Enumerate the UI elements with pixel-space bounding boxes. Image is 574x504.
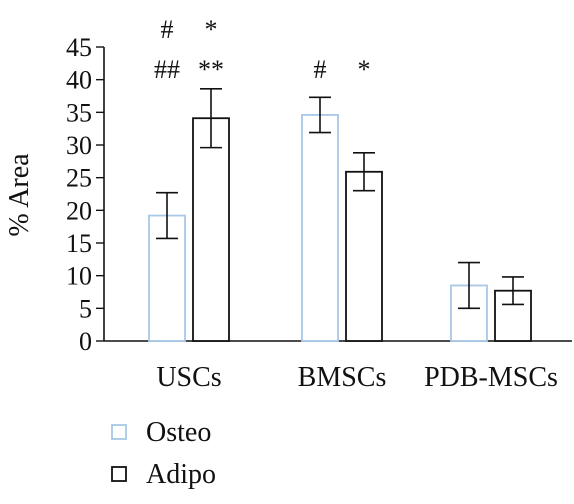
- y-tick-label: 5: [79, 294, 92, 323]
- y-tick-label: 30: [66, 131, 92, 160]
- bar-adipo-uscs: [192, 117, 230, 342]
- category-labels: USCs BMSCs PDB-MSCs: [156, 362, 558, 393]
- bars: [148, 114, 532, 342]
- legend-swatch-adipo: [111, 466, 127, 482]
- category-label: USCs: [156, 362, 221, 393]
- significance-mark: ##: [154, 55, 180, 84]
- bar-osteo-bmscs: [301, 114, 339, 342]
- y-tick-label: 45: [66, 33, 92, 62]
- y-tick-label: 40: [66, 66, 92, 95]
- y-axis-label: % Area: [4, 153, 35, 237]
- bar-adipo-bmscs: [345, 170, 383, 342]
- legend-label-adipo: Adipo: [146, 459, 216, 490]
- error-bars: [156, 88, 524, 310]
- y-tick-label: 20: [66, 196, 92, 225]
- significance-mark: *: [205, 15, 218, 44]
- y-tick-label: 25: [66, 164, 92, 193]
- y-tick-label: 10: [66, 262, 92, 291]
- y-tick-label: 15: [66, 229, 92, 258]
- y-tick-labels: 0 5 10 15 20 25 30 35 40 45: [66, 33, 92, 356]
- legend-label-osteo: Osteo: [146, 417, 211, 448]
- y-tick-label: 0: [79, 327, 92, 356]
- legend: Osteo Adipo: [111, 417, 216, 490]
- legend-swatch-osteo: [111, 424, 127, 440]
- significance-annotations: ###*** # *: [154, 15, 371, 84]
- category-label: BMSCs: [298, 362, 387, 393]
- significance-mark: *: [358, 55, 371, 84]
- significance-mark: #: [161, 15, 174, 44]
- significance-mark: **: [198, 55, 224, 84]
- category-label: PDB-MSCs: [424, 362, 558, 393]
- y-tick-label: 35: [66, 98, 92, 127]
- significance-mark: #: [314, 55, 327, 84]
